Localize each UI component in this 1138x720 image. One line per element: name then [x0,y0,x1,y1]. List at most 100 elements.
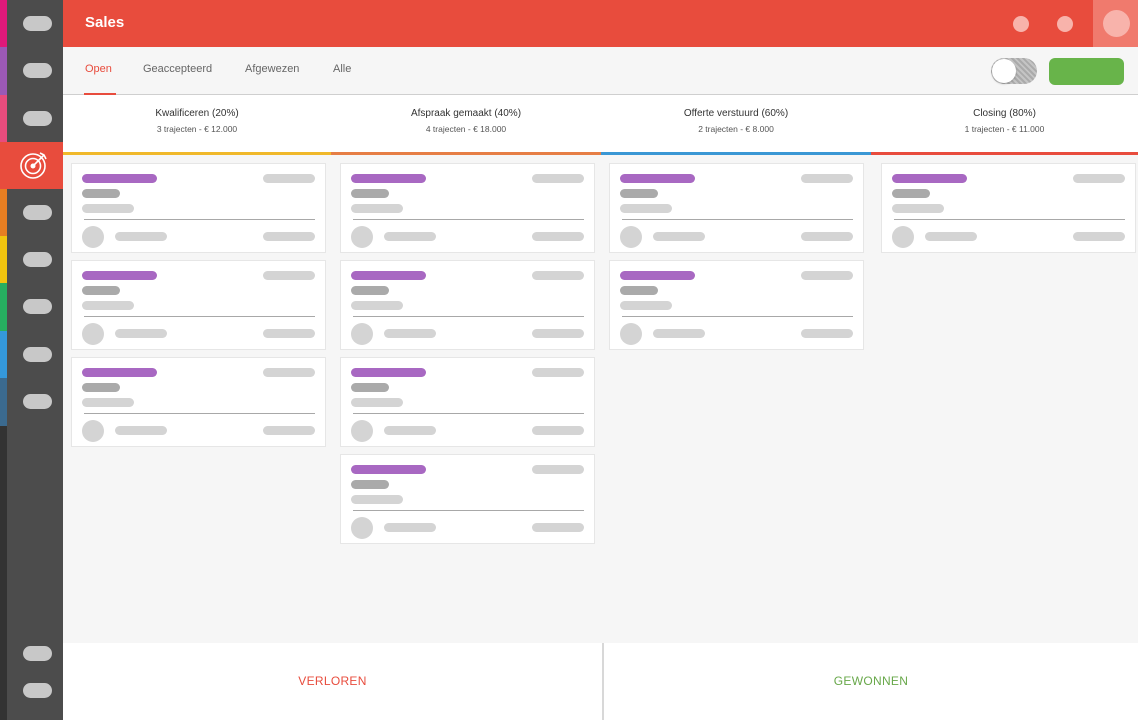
deal-company-placeholder [351,189,389,198]
sidebar-item-icon [23,63,52,78]
sidebar-item-settings[interactable] [0,630,63,677]
deal-contact-placeholder [351,398,403,407]
sidebar-item-sales[interactable] [0,142,63,189]
sidebar-item-3[interactable] [0,95,63,142]
deal-value-placeholder [532,368,584,377]
deal-date-placeholder [532,523,584,532]
dropzone-divider [602,643,604,720]
tab-open[interactable]: Open [85,63,112,75]
deal-card[interactable] [340,357,595,447]
dropzone-lost[interactable]: VERLOREN [63,643,602,720]
deal-owner-placeholder [384,329,436,338]
user-menu[interactable] [1093,0,1138,47]
deal-contact-placeholder [351,301,403,310]
avatar [351,226,373,248]
page-title: Sales [85,14,125,31]
notification-icon[interactable] [1013,16,1029,32]
deal-title-placeholder [892,174,967,183]
deal-title-placeholder [82,174,157,183]
deal-value-placeholder [263,368,315,377]
deal-value-placeholder [801,271,853,280]
deal-title-placeholder [351,368,426,377]
sidebar-color-stripe [0,378,7,426]
deal-card[interactable] [609,163,864,253]
stage-header-closing: Closing (80%) 1 trajecten - € 11.000 [871,95,1138,155]
tab-afgewezen[interactable]: Afgewezen [245,63,300,75]
sidebar-item-icon [23,347,52,362]
dropzone-won[interactable]: GEWONNEN [604,643,1138,720]
sidebar-item-2[interactable] [0,47,63,94]
deal-card[interactable] [881,163,1136,253]
deal-date-placeholder [801,232,853,241]
stage-color-bar [331,152,601,155]
stage-summary: 3 trajecten - € 12.000 [156,124,238,134]
deal-company-placeholder [351,383,389,392]
stage-color-bar [601,152,871,155]
deal-owner-placeholder [384,523,436,532]
view-toggle[interactable] [991,58,1037,84]
deal-value-placeholder [263,174,315,183]
deal-card[interactable] [71,163,326,253]
sidebar-item-profile[interactable] [0,667,63,714]
avatar [82,420,104,442]
sidebar-color-stripe [0,95,7,142]
deal-card[interactable] [71,260,326,350]
sidebar-item-8[interactable] [0,331,63,378]
stage-title: Afspraak gemaakt (40%) [410,108,522,119]
stage-title: Offerte verstuurd (60%) [683,108,789,119]
deal-card[interactable] [609,260,864,350]
sidebar-item-6[interactable] [0,236,63,283]
deal-contact-placeholder [620,204,672,213]
sidebar-item-icon [23,299,52,314]
deal-company-placeholder [892,189,930,198]
deal-date-placeholder [532,426,584,435]
deal-owner-placeholder [653,329,705,338]
avatar [82,226,104,248]
sidebar-color-stripe [0,0,7,47]
card-divider [353,510,584,511]
sidebar-item-9[interactable] [0,378,63,425]
help-icon[interactable] [1057,16,1073,32]
deal-company-placeholder [82,286,120,295]
deal-owner-placeholder [925,232,977,241]
deal-owner-placeholder [115,426,167,435]
deal-date-placeholder [532,329,584,338]
deal-value-placeholder [532,465,584,474]
sidebar-color-stripe [0,283,7,331]
sidebar-item-icon [23,683,52,698]
stage-summary: 4 trajecten - € 18.000 [425,124,507,134]
deal-card[interactable] [340,260,595,350]
filter-tabs: Open Geaccepteerd Afgewezen Alle [63,47,1138,96]
stage-color-bar [63,152,331,155]
stage-header-offerte: Offerte verstuurd (60%) 2 trajecten - € … [601,95,871,155]
avatar [620,323,642,345]
sidebar-item-1[interactable] [0,0,63,47]
tab-alle[interactable]: Alle [333,63,352,75]
add-button[interactable] [1049,58,1124,85]
card-divider [353,316,584,317]
deal-company-placeholder [82,189,120,198]
deal-owner-placeholder [115,329,167,338]
stage-color-bar [871,152,1138,155]
deal-card[interactable] [340,163,595,253]
deal-date-placeholder [263,426,315,435]
deal-title-placeholder [351,174,426,183]
deal-contact-placeholder [82,204,134,213]
tab-geaccepteerd[interactable]: Geaccepteerd [143,63,213,75]
deal-card[interactable] [340,454,595,544]
sidebar-item-7[interactable] [0,283,63,330]
deal-card[interactable] [71,357,326,447]
sidebar-item-5[interactable] [0,189,63,236]
card-divider [622,316,853,317]
sidebar-item-icon [23,646,52,661]
deal-date-placeholder [263,232,315,241]
card-divider [894,219,1125,220]
deal-contact-placeholder [892,204,944,213]
card-divider [84,219,315,220]
deal-date-placeholder [1073,232,1125,241]
deal-title-placeholder [351,271,426,280]
app-header: Sales [63,0,1138,47]
sidebar-color-stripe [0,426,7,720]
active-tab-indicator [84,93,116,96]
avatar [892,226,914,248]
